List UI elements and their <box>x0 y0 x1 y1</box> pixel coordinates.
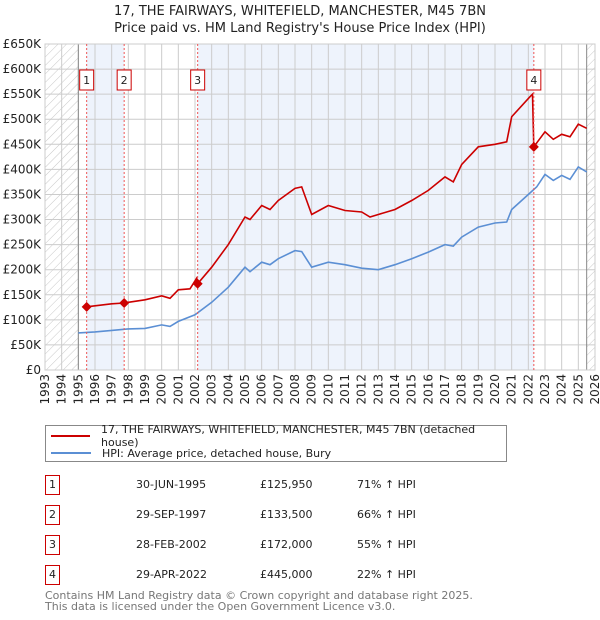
x-tick-label: 1997 <box>105 374 119 405</box>
sale-row: 2 29-SEP-1997 £133,500 66% ↑ HPI <box>45 505 545 525</box>
x-tick-label: 2003 <box>205 374 219 405</box>
x-tick-label: 2011 <box>338 374 352 405</box>
x-tick-label: 2000 <box>155 374 169 405</box>
x-tick-label: 2018 <box>455 374 469 405</box>
legend-item-hpi: HPI: Average price, detached house, Bury <box>46 445 331 461</box>
y-tick-label: £300K <box>3 213 43 227</box>
x-tick-label: 2016 <box>421 374 435 405</box>
sale-hpi-diff: 66% ↑ HPI <box>357 508 416 521</box>
y-tick-label: £250K <box>3 238 43 252</box>
sale-marker <box>528 141 539 152</box>
x-tick-label: 1993 <box>38 374 52 405</box>
x-tick-label: 2009 <box>305 374 319 405</box>
sale-hpi-diff: 22% ↑ HPI <box>357 568 416 581</box>
sale-price: £133,500 <box>260 508 313 521</box>
y-tick-label: £0 <box>26 363 41 377</box>
shaded-band <box>197 44 534 370</box>
sale-number: 2 <box>45 505 60 525</box>
x-tick-label: 2017 <box>438 374 452 405</box>
sale-label-box <box>526 69 542 91</box>
legend-swatch-property <box>51 435 91 437</box>
hpi-line <box>78 165 588 334</box>
y-tick-label: £200K <box>3 263 43 277</box>
sale-label: 1 <box>83 74 90 87</box>
y-tick-label: £150K <box>3 288 43 302</box>
plot-frame <box>44 43 596 371</box>
sale-label-box <box>190 69 206 91</box>
sale-date: 28-FEB-2002 <box>136 538 207 551</box>
x-tick-label: 2005 <box>238 374 252 405</box>
y-tick-label: £650K <box>3 37 43 51</box>
x-tick-label: 2008 <box>288 374 302 405</box>
x-tick-label: 2023 <box>538 374 552 405</box>
footer-licence: This data is licensed under the Open Gov… <box>45 600 396 613</box>
shaded-band <box>86 44 125 370</box>
sale-number: 4 <box>45 565 60 585</box>
x-tick-label: 2015 <box>405 374 419 405</box>
property-price-line <box>86 92 588 308</box>
sale-price: £125,950 <box>260 478 313 491</box>
y-tick-label: £350K <box>3 187 43 201</box>
price-chart: £0 £50K £100K £150K £200K £250K £300K £350K £400… <box>3 37 600 405</box>
y-tick-label: £500K <box>3 112 43 126</box>
x-tick-label: 2019 <box>471 374 485 405</box>
x-tick-label: 2004 <box>221 374 235 405</box>
x-tick-label: 2013 <box>371 374 385 405</box>
legend-label-property: 17, THE FAIRWAYS, WHITEFIELD, MANCHESTER… <box>101 423 476 449</box>
x-tick-label: 2001 <box>171 374 185 405</box>
sale-marker <box>119 298 130 309</box>
y-tick-label: £450K <box>3 137 43 151</box>
sale-hpi-diff: 71% ↑ HPI <box>357 478 416 491</box>
x-tick-label: 2024 <box>555 374 569 405</box>
sale-date: 29-APR-2022 <box>136 568 208 581</box>
legend-swatch-hpi <box>51 452 91 454</box>
sale-marker <box>81 301 92 312</box>
sale-label: 3 <box>194 74 201 87</box>
sale-row: 4 29-APR-2022 £445,000 22% ↑ HPI <box>45 565 545 585</box>
x-tick-label: 1998 <box>121 374 135 405</box>
y-tick-label: £100K <box>3 313 43 327</box>
sale-row: 3 28-FEB-2002 £172,000 55% ↑ HPI <box>45 535 545 555</box>
x-tick-label: 1999 <box>138 374 152 405</box>
x-tick-label: 1996 <box>88 374 102 405</box>
sale-hpi-diff: 55% ↑ HPI <box>357 538 416 551</box>
legend: 17, THE FAIRWAYS, WHITEFIELD, MANCHESTER… <box>45 423 507 462</box>
legend-item-property: 17, THE FAIRWAYS, WHITEFIELD, MANCHESTER… <box>46 423 506 449</box>
legend-label-hpi: HPI: Average price, detached house, Bury <box>102 446 332 460</box>
x-tick-label: 2026 <box>588 374 600 405</box>
sale-marker <box>192 278 203 289</box>
x-tick-label: 2006 <box>255 374 269 405</box>
x-tick-label: 2022 <box>521 374 535 405</box>
chart-subtitle: Price paid vs. HM Land Registry's House … <box>114 21 486 36</box>
x-tick-label: 2002 <box>188 374 202 405</box>
y-tick-label: £50K <box>10 338 42 352</box>
footer-copyright: Contains HM Land Registry data © Crown c… <box>45 589 473 602</box>
x-tick-label: 1995 <box>71 374 85 405</box>
sale-price: £172,000 <box>260 538 313 551</box>
x-tick-label: 2007 <box>271 374 285 405</box>
sale-label: 2 <box>121 74 128 87</box>
x-tick-label: 2020 <box>488 374 502 405</box>
y-tick-label: £400K <box>3 162 43 176</box>
chart-title: 17, THE FAIRWAYS, WHITEFIELD, MANCHESTER… <box>114 4 486 19</box>
sale-label-box <box>79 69 95 91</box>
sale-number: 1 <box>45 475 60 495</box>
sale-label: 4 <box>530 74 537 87</box>
y-tick-label: £600K <box>3 62 43 76</box>
x-tick-label: 2014 <box>388 374 402 405</box>
sale-date: 30-JUN-1995 <box>136 478 207 491</box>
sale-number: 3 <box>45 535 60 555</box>
x-tick-label: 2025 <box>571 374 585 405</box>
x-tick-label: 2021 <box>505 374 519 405</box>
y-tick-label: £550K <box>3 87 43 101</box>
x-tick-label: 2010 <box>321 374 335 405</box>
x-tick-label: 2012 <box>355 374 369 405</box>
sale-label-box <box>116 69 132 91</box>
sale-row: 1 30-JUN-1995 £125,950 71% ↑ HPI <box>45 475 545 495</box>
x-tick-label: 1994 <box>55 374 69 405</box>
hatch-after-data <box>586 44 595 370</box>
sale-date: 29-SEP-1997 <box>136 508 207 521</box>
sale-price: £445,000 <box>260 568 313 581</box>
